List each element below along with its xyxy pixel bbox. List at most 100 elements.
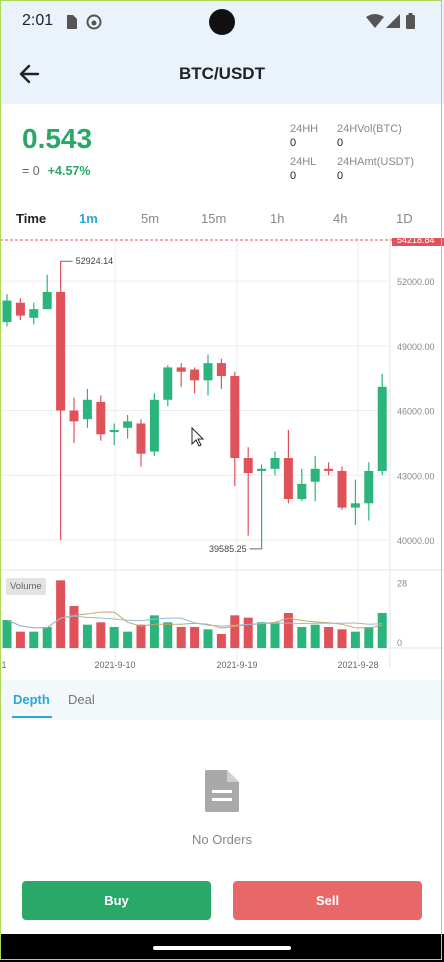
volume-label: Volume <box>6 578 46 595</box>
price-tick-label: 43000.00 <box>397 471 435 481</box>
volume-bar <box>216 634 226 648</box>
candle-body <box>377 386 387 471</box>
candle-body <box>337 470 347 508</box>
candle-body <box>230 376 240 458</box>
volume-bar <box>377 613 387 648</box>
candle-body <box>82 399 92 420</box>
volume-bar <box>337 629 347 648</box>
volume-axis: 28 0 <box>397 579 407 648</box>
volume-bar <box>82 624 92 648</box>
tab-4h[interactable]: 4h <box>333 211 348 226</box>
volume-bar <box>283 613 293 648</box>
price-tick-label: 40000.00 <box>397 536 435 546</box>
candle-body <box>15 302 25 316</box>
candle-body <box>297 483 307 499</box>
back-arrow-icon[interactable] <box>18 62 44 86</box>
sell-button[interactable]: Sell <box>233 881 422 920</box>
status-time: 2:01 <box>22 12 54 29</box>
candle-body <box>257 468 267 471</box>
date-tick-label: 2021-9-19 <box>216 660 257 670</box>
min-price-label: 39585.25 <box>209 544 247 554</box>
candle-body <box>56 291 66 411</box>
price-tick-label: 46000.00 <box>397 407 435 417</box>
stat-value: 0 <box>290 170 297 182</box>
volume-ma10-line <box>6 615 383 629</box>
home-indicator[interactable] <box>153 946 291 950</box>
volume-bar <box>203 629 213 648</box>
app-notification-icon <box>86 14 102 30</box>
volume-bar <box>69 606 79 648</box>
navigation-bar <box>0 934 444 962</box>
price-change: +4.57% <box>47 164 91 178</box>
tab-1h[interactable]: 1h <box>270 211 285 226</box>
page-title: BTC/USDT <box>179 64 265 83</box>
candle-body <box>29 309 39 318</box>
stat-label: 24HH <box>290 123 319 135</box>
document-icon <box>205 770 239 812</box>
stat-label: 24HAmt(USDT) <box>337 156 415 168</box>
buy-button[interactable]: Buy <box>22 881 211 920</box>
candle-body <box>42 291 52 310</box>
interval-tabs: Time 1m 5m 15m 1h 4h 1D <box>0 204 444 236</box>
price-subline: = 0 +4.57% <box>22 164 90 178</box>
candles <box>2 261 387 549</box>
candle-body <box>163 367 173 400</box>
candlestick-chart[interactable]: 52000.00 49000.00 46000.00 43000.00 40000.00… <box>0 238 444 672</box>
app-bar: BTC/USDT <box>0 44 444 104</box>
candle-body <box>190 369 200 381</box>
current-price-badge <box>392 238 444 246</box>
candle-body <box>270 458 280 469</box>
tab-depth[interactable]: Depth <box>13 692 50 707</box>
volume-bar <box>136 624 146 648</box>
tab-15m[interactable]: 15m <box>201 211 227 226</box>
date-tick-label: 9-1 <box>0 660 7 670</box>
volume-bar <box>56 580 66 648</box>
volume-bar <box>350 631 360 648</box>
current-price-tag: 54218.84 <box>392 238 444 246</box>
tab-underline <box>12 716 52 718</box>
volume-bar <box>270 622 280 648</box>
date-tick-label: 2021-9-10 <box>94 660 135 670</box>
candle-body <box>2 300 12 323</box>
price-tick-label: 49000.00 <box>397 342 435 352</box>
tab-1d[interactable]: 1D <box>396 211 413 226</box>
volume-bar <box>109 627 119 648</box>
candle-body <box>364 470 374 504</box>
candle-body <box>136 423 146 454</box>
candle-body <box>123 421 133 428</box>
max-price-label: 52924.14 <box>76 256 114 266</box>
candle-body <box>176 367 186 372</box>
price-equivalent: = 0 <box>22 164 40 178</box>
volume-bar <box>364 627 374 648</box>
volume-bar <box>29 631 39 648</box>
volume-tick-label: 0 <box>397 638 402 648</box>
candle-body <box>243 458 253 474</box>
stat-value: 0 <box>337 170 344 182</box>
candle-body <box>69 410 79 422</box>
signal-icon <box>386 14 400 28</box>
stat-value: 0 <box>337 137 344 149</box>
candle-body <box>310 468 320 482</box>
order-tabs: Depth Deal <box>0 680 444 720</box>
volume-bar <box>15 631 25 648</box>
wifi-icon <box>366 14 384 28</box>
volume-bar <box>96 622 106 648</box>
candle-body <box>324 468 334 471</box>
volume-bar <box>243 617 253 648</box>
stat-label: 24HL <box>290 156 317 168</box>
tab-deal[interactable]: Deal <box>68 692 95 707</box>
tab-1m[interactable]: 1m <box>79 211 98 226</box>
camera-cutout <box>209 9 235 35</box>
tab-5m[interactable]: 5m <box>141 211 160 226</box>
current-price-label: 54218.84 <box>397 238 435 245</box>
interval-label: Time <box>16 211 47 226</box>
volume-bar <box>230 615 240 648</box>
volume-bar <box>310 624 320 648</box>
volume-bar <box>163 622 173 648</box>
volume-bar <box>257 622 267 648</box>
battery-icon <box>406 13 415 29</box>
candle-body <box>216 363 226 377</box>
volume-bar <box>176 627 186 648</box>
volume-bar <box>190 627 200 648</box>
volume-bar <box>149 615 159 648</box>
